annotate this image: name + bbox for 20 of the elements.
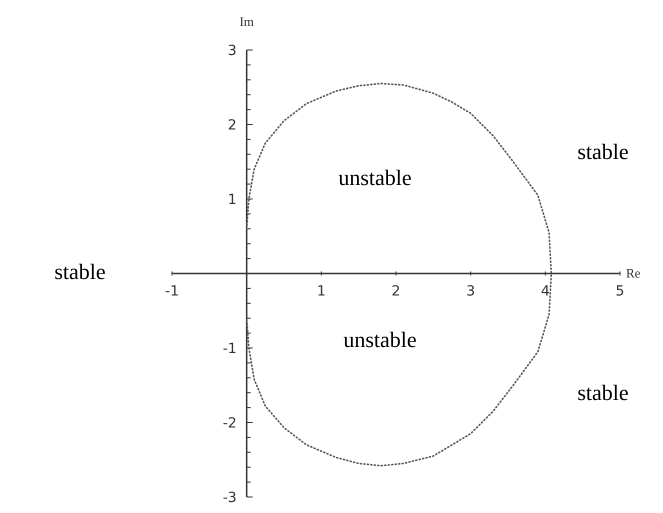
x-tick-label: 2 bbox=[392, 284, 400, 300]
y-tick-label: 3 bbox=[228, 43, 237, 59]
annotation: unstable bbox=[343, 327, 417, 352]
y-tick-label: -2 bbox=[222, 416, 237, 432]
annotation: stable bbox=[577, 380, 629, 405]
x-axis-title: Re bbox=[626, 266, 641, 280]
x-tick-label: 3 bbox=[466, 284, 476, 300]
y-tick-label: -1 bbox=[222, 341, 237, 357]
annotation: unstable bbox=[338, 165, 412, 190]
y-axis-title: Im bbox=[239, 14, 254, 29]
annotation: stable bbox=[577, 139, 629, 164]
y-tick-label: 1 bbox=[228, 192, 237, 208]
x-tick-label: 5 bbox=[616, 284, 624, 300]
x-tick-label: 4 bbox=[540, 284, 550, 300]
x-tick-label: 1 bbox=[316, 284, 326, 300]
y-tick-label: 2 bbox=[228, 118, 237, 134]
y-tick-label: -3 bbox=[222, 490, 237, 506]
text: stable bbox=[54, 259, 106, 284]
x-tick-label: -1 bbox=[165, 284, 179, 300]
line-series bbox=[246, 82, 552, 467]
